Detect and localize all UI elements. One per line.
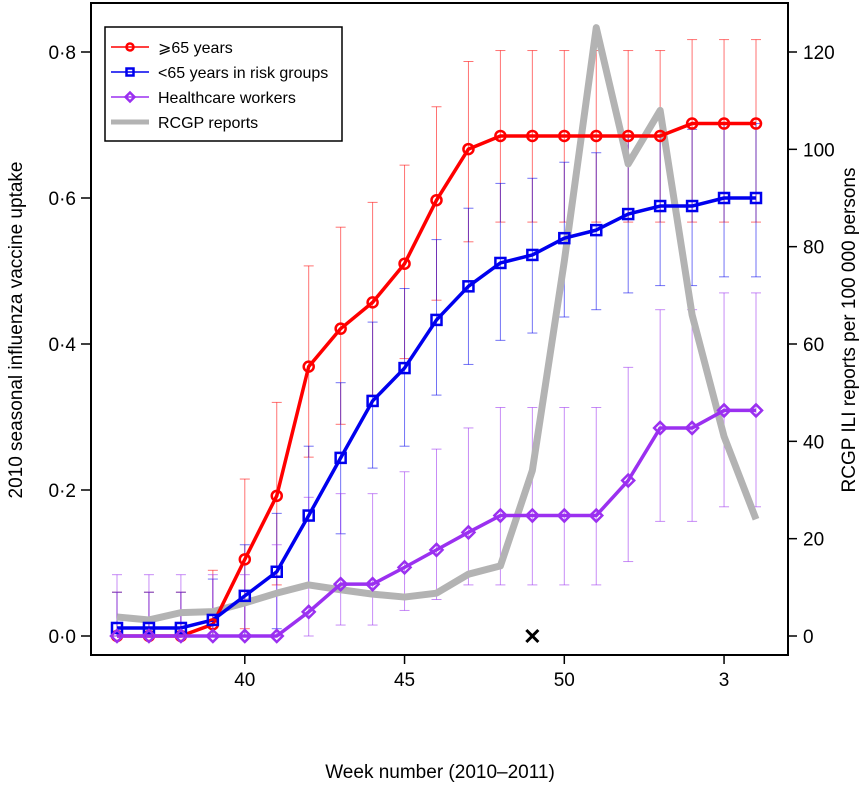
data-point-square [430, 313, 443, 327]
data-point-square [685, 199, 699, 213]
y2-tick-label: 60 [803, 335, 824, 356]
data-point-circle [238, 553, 252, 566]
data-point-diamond [460, 524, 477, 541]
data-point-square [302, 509, 315, 522]
data-point-diamond [364, 576, 381, 592]
data-point-square [174, 621, 188, 635]
y2-axis-label: RCGP ILI reports per 100 000 persons [839, 168, 860, 493]
axes: 0·0 0·2 0·4 0·6 0·8 0 20 40 60 80 100 120 40 45 50 3 [49, 43, 835, 691]
data-point-circle [653, 129, 667, 143]
y-axis-label: 2010 seasonal influenza vaccine uptake [6, 162, 27, 499]
y2-tick-label: 20 [803, 530, 824, 551]
data-point-square [653, 199, 667, 213]
data-point-diamond [396, 559, 413, 576]
legend-marker-circle [125, 42, 135, 52]
data-point-square [526, 248, 539, 262]
series-line-2 [117, 408, 756, 638]
data-point-circle [494, 129, 507, 143]
cross-marker [525, 628, 540, 644]
data-point-circle [558, 129, 571, 143]
data-point-diamond [556, 507, 573, 524]
data-point-diamond [428, 542, 445, 558]
data-point-circle [526, 129, 539, 143]
series-line-1 [117, 196, 756, 630]
legend: ⩾65 years <65 years in risk groups Healthc… [104, 26, 343, 142]
data-point-diamond [141, 628, 157, 644]
data-point-diamond [332, 576, 349, 592]
y-tick-label: 0·6 [49, 189, 76, 210]
data-point-square [238, 589, 252, 603]
series-line-3 [116, 24, 760, 624]
legend-label: RCGP reports [158, 115, 258, 132]
y-tick-label: 0·8 [49, 43, 76, 64]
series-line-0 [117, 121, 756, 638]
data-point-square [142, 621, 156, 635]
y-tick-label: 0·0 [49, 627, 76, 648]
data-point-square [366, 394, 379, 408]
data-point-diamond [588, 507, 605, 524]
data-point-diamond [205, 628, 221, 644]
data-point-circle [590, 129, 603, 143]
y2-tick-label: 80 [803, 238, 824, 259]
y2-tick-label: 40 [803, 432, 824, 453]
data-point-diamond [684, 420, 700, 436]
legend-label: Healthcare workers [158, 90, 296, 107]
legend-label: ⩾65 years [158, 40, 233, 57]
data-point-circle [270, 489, 283, 503]
data-point-square [621, 207, 635, 221]
data-point-square [398, 361, 411, 375]
data-point-circle [334, 322, 347, 335]
data-point-circle [302, 360, 315, 373]
series-lines [116, 24, 760, 638]
data-point-diamond [268, 628, 285, 644]
data-point-circle [621, 129, 635, 143]
data-point-diamond [620, 472, 636, 489]
y2-tick-label: 0 [803, 627, 814, 648]
data-point-square [558, 231, 571, 245]
data-point-square [494, 256, 507, 270]
y2-tick-label: 100 [803, 140, 835, 161]
y-tick-label: 0·2 [49, 481, 76, 502]
data-point-diamond [300, 604, 317, 620]
y-tick-label: 0·4 [49, 335, 77, 356]
data-point-diamond [652, 420, 668, 436]
series-markers [109, 117, 764, 644]
data-point-circle [462, 142, 475, 156]
data-point-square [462, 280, 475, 293]
data-point-square [206, 613, 220, 627]
data-point-square [270, 565, 283, 579]
data-point-circle [430, 193, 443, 207]
data-point-circle [398, 257, 411, 270]
x-tick-label: 50 [554, 670, 575, 691]
data-point-diamond [492, 507, 509, 524]
data-point-diamond [173, 628, 189, 644]
data-point-circle [685, 117, 699, 130]
data-point-diamond [237, 628, 253, 644]
legend-marker-square [125, 67, 135, 77]
legend-label: <65 years in risk groups [158, 65, 328, 82]
data-point-diamond [748, 402, 764, 419]
data-point-square [749, 191, 763, 205]
data-point-square [590, 223, 603, 237]
data-point-diamond [109, 628, 125, 644]
x-tick-label: 45 [394, 670, 415, 691]
data-point-circle [717, 117, 731, 130]
data-point-diamond [524, 507, 541, 524]
legend-marker-diamond [123, 90, 137, 104]
y2-tick-label: 120 [803, 43, 835, 64]
data-point-circle [366, 296, 379, 309]
x-tick-label: 3 [719, 670, 730, 691]
data-point-circle [749, 117, 763, 130]
data-point-square [110, 621, 124, 635]
data-point-square [717, 191, 731, 205]
data-point-square [334, 451, 347, 465]
x-tick-label: 40 [234, 670, 255, 691]
x-axis-label: Week number (2010–2011) [325, 762, 555, 783]
data-point-diamond [716, 402, 732, 419]
